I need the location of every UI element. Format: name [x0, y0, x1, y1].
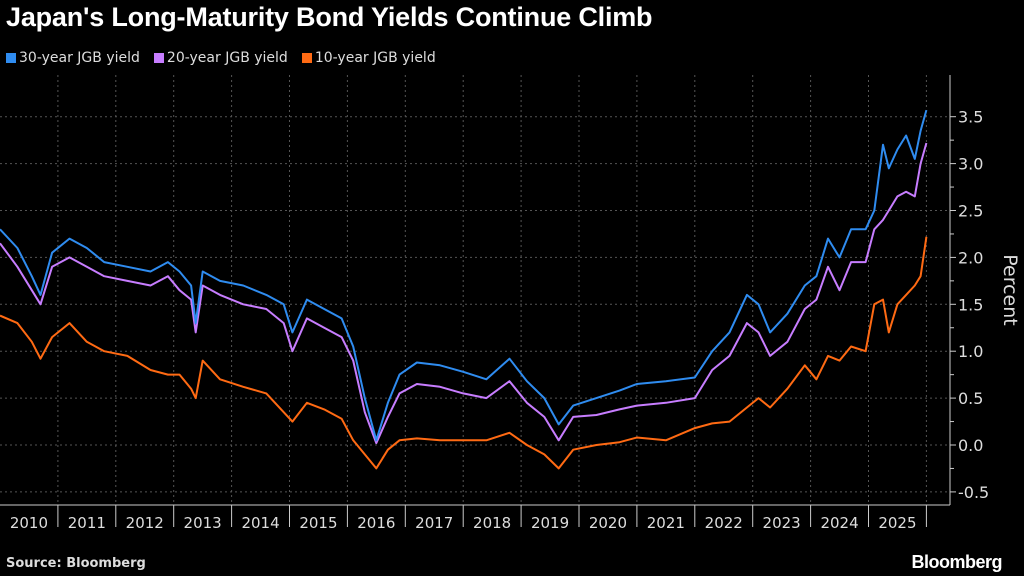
series-line-10-year-jgb-yield [0, 236, 928, 470]
x-tick-label: 2015 [299, 514, 337, 532]
legend-swatch [153, 53, 164, 63]
series-line-20-year-jgb-yield [0, 142, 928, 445]
legend: 30-year JGB yield 20-year JGB yield 10-y… [6, 50, 436, 66]
series-line-30-year-jgb-yield [0, 109, 928, 442]
y-tick-label: 0.0 [958, 436, 983, 455]
y-tick-label: 2.5 [958, 202, 983, 221]
y-tick-label: 1.5 [958, 295, 983, 314]
y-tick-label: 3.5 [958, 108, 983, 127]
x-tick-label: 2022 [705, 514, 743, 532]
x-tick-label: 2024 [820, 514, 858, 532]
legend-swatch [6, 53, 16, 63]
y-tick-label: -0.5 [958, 483, 989, 502]
y-tick-label: 3.0 [958, 155, 983, 174]
x-tick-label: 2020 [589, 514, 627, 532]
x-tick-label: 2016 [357, 514, 395, 532]
x-tick-label: 2011 [68, 514, 106, 532]
bloomberg-logo: Bloomberg [911, 552, 1002, 572]
y-tick-label: 1.0 [958, 342, 983, 361]
x-tick-label: 2017 [415, 514, 453, 532]
legend-swatch [301, 53, 312, 63]
y-tick-label: 2.0 [958, 248, 983, 267]
x-tick-label: 2012 [126, 514, 164, 532]
x-tick-label: 2021 [647, 514, 685, 532]
x-tick-label: 2018 [473, 514, 511, 532]
chart-title: Japan's Long-Maturity Bond Yields Contin… [6, 2, 653, 32]
source-note: Source: Bloomberg [6, 556, 146, 571]
legend-item-20y: 20-year JGB yield [153, 50, 288, 66]
x-tick-label: 2025 [878, 514, 916, 532]
x-tick-label: 2023 [763, 514, 801, 532]
x-tick-label: 2019 [531, 514, 569, 532]
y-axis-label: Percent [999, 254, 1021, 326]
legend-item-10y: 10-year JGB yield [301, 50, 436, 66]
legend-item-30y: 30-year JGB yield [6, 50, 140, 66]
legend-label: 10-year JGB yield [314, 50, 436, 66]
legend-label: 30-year JGB yield [19, 50, 140, 66]
x-tick-label: 2014 [241, 514, 279, 532]
x-tick-label: 2013 [184, 514, 222, 532]
legend-label: 20-year JGB yield [166, 50, 288, 66]
y-tick-label: 0.5 [958, 389, 983, 408]
x-tick-label: 2010 [10, 514, 48, 532]
